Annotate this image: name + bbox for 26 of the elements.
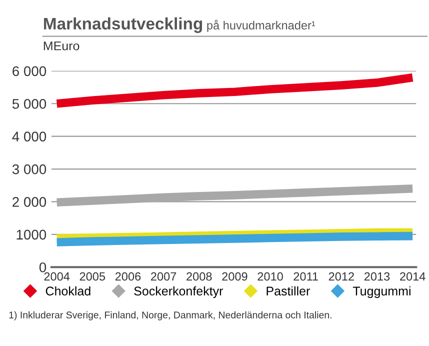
y-tick-label: 3 000 xyxy=(12,164,46,174)
x-tick-label: 2005 xyxy=(80,272,106,281)
legend-label: Sockerkonfektyr xyxy=(134,286,224,298)
text: 1) Inkluderar Sverige, Finland, Norge, Danmark, Nederländerna och Italien. xyxy=(9,311,332,320)
x-tick-label: 2014 xyxy=(400,272,426,281)
legend-label: Choklad xyxy=(46,286,90,296)
legend-label: Tuggummi xyxy=(352,286,410,298)
chart-title: Marknadsutveckling xyxy=(44,17,202,33)
y-tick-label: 6 000 xyxy=(12,66,46,76)
legend-label: Pastiller xyxy=(266,286,310,296)
y-tick-label: 2 000 xyxy=(12,197,46,207)
y-tick-label: 5 000 xyxy=(12,98,46,109)
chart-subtitle: på huvudmarknader¹ xyxy=(207,20,316,32)
x-tick-label: 2007 xyxy=(151,272,176,281)
x-tick-label: 2013 xyxy=(364,272,390,281)
x-tick-label: 2006 xyxy=(115,272,141,281)
x-tick-label: 2012 xyxy=(328,272,354,281)
y-axis-title: MEuro xyxy=(44,42,80,50)
y-tick-label: 0 xyxy=(39,262,46,272)
y-tick-label: 4 000 xyxy=(12,132,46,142)
x-tick-label: 2011 xyxy=(294,272,318,281)
x-tick-label: 2009 xyxy=(222,272,248,281)
x-tick-label: 2010 xyxy=(258,272,283,281)
y-tick-label: 1000 xyxy=(16,230,46,240)
x-tick-label: 2008 xyxy=(186,272,212,281)
x-tick-label: 2004 xyxy=(44,272,70,281)
